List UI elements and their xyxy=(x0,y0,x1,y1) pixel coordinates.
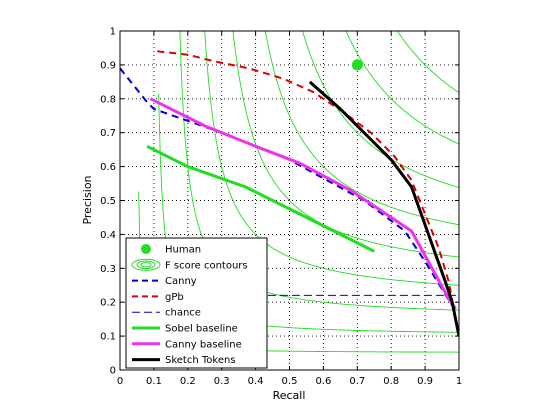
y-tick-label: 1 xyxy=(110,27,116,38)
f-score-contour xyxy=(264,31,459,226)
y-tick-label: 0.6 xyxy=(100,162,116,173)
y-tick-label: 0.1 xyxy=(100,332,116,343)
f-score-contour xyxy=(204,31,459,286)
series-group xyxy=(120,50,459,337)
legend-label: Human xyxy=(165,245,201,256)
series-sketch-tokens xyxy=(308,80,459,337)
y-tick-label: 0.8 xyxy=(100,94,116,105)
x-tick-label: 0.4 xyxy=(248,376,264,387)
y-tick-label: 0.3 xyxy=(100,264,116,275)
legend-swatch xyxy=(141,244,151,254)
f-score-contour xyxy=(345,31,459,145)
legend-swatch xyxy=(131,258,161,271)
legend-label: gPb xyxy=(165,292,184,303)
y-tick-label: 0.7 xyxy=(100,128,116,139)
legend-item: F score contours xyxy=(131,258,248,271)
y-axis-label: Precision xyxy=(81,175,94,224)
x-tick-label: 0.5 xyxy=(282,376,298,387)
legend-label: Canny baseline xyxy=(165,339,242,350)
legend-item: Sobel baseline xyxy=(132,324,238,335)
legend-label: chance xyxy=(165,308,201,319)
x-tick-label: 0.7 xyxy=(349,376,365,387)
y-tick-label: 0.2 xyxy=(100,298,116,309)
x-tick-label: 0 xyxy=(117,376,123,387)
legend-label: Sketch Tokens xyxy=(165,355,236,366)
x-tick-label: 0.2 xyxy=(180,376,196,387)
x-axis-label: Recall xyxy=(273,389,306,402)
legend-label: F score contours xyxy=(165,260,248,271)
legend-swatch xyxy=(136,260,156,270)
series-canny-baseline xyxy=(149,97,457,310)
f-score-contour xyxy=(232,31,459,258)
axes: 0 0.1 0.2 0.3 0.4 0.5 0.6 0.7 0.8 0.9 1 0 0.1 0.2 0.3 0… xyxy=(100,27,462,388)
legend-swatch xyxy=(140,262,152,268)
x-tick-label: 0.6 xyxy=(315,376,331,387)
legend-label: Canny xyxy=(165,276,197,287)
y-tick-label: 0.9 xyxy=(100,60,116,71)
legend-item: gPb xyxy=(132,292,184,303)
x-tick-label: 0.8 xyxy=(383,376,399,387)
y-tick-label: 0 xyxy=(110,366,116,377)
legend: Human F score contours Canny gPb chance Sobel… xyxy=(125,237,268,369)
series-gpb xyxy=(157,50,459,337)
legend-item: Canny xyxy=(132,276,197,287)
f-score-contour xyxy=(396,31,459,93)
legend-item: Canny baseline xyxy=(132,339,242,350)
legend-item: Human xyxy=(141,244,201,256)
legend-item: chance xyxy=(132,308,201,319)
y-tick-label: 0.5 xyxy=(100,196,116,207)
y-tick-label: 0.4 xyxy=(100,230,116,241)
x-tick-label: 1 xyxy=(456,376,462,387)
x-tick-label: 0.1 xyxy=(146,376,162,387)
x-tick-label: 0.3 xyxy=(214,376,230,387)
series-sobel-baseline xyxy=(146,144,375,253)
legend-item: Sketch Tokens xyxy=(132,355,236,366)
legend-label: Sobel baseline xyxy=(165,324,238,335)
f-score-contour xyxy=(302,31,459,188)
human-point xyxy=(351,59,363,71)
x-tick-label: 0.9 xyxy=(417,376,433,387)
